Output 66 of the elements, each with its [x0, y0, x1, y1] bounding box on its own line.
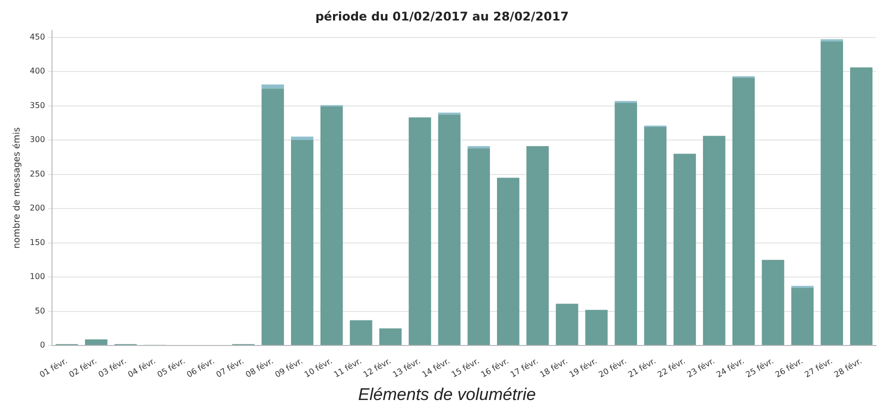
x-tick-label: 06 févr. — [185, 356, 216, 380]
bar — [350, 320, 372, 346]
x-tick-label: 16 févr. — [479, 356, 510, 380]
bar — [320, 106, 343, 346]
x-tick-label: 21 févr. — [626, 356, 658, 380]
x-tick-label: 18 févr. — [538, 356, 570, 380]
y-tick-label: 250 — [30, 169, 46, 178]
x-tick-label: 14 févr. — [420, 356, 452, 380]
x-tick-label: 23 févr. — [685, 356, 716, 380]
x-tick-label: 05 févr. — [156, 356, 187, 380]
text: Eléments de volumétrie — [357, 385, 537, 405]
y-axis-title: nombre de messages émis — [12, 127, 23, 249]
bar — [408, 117, 432, 346]
bar — [291, 140, 314, 346]
bar — [674, 154, 696, 346]
x-tick-label: 04 févr. — [126, 356, 158, 380]
bar — [379, 328, 402, 346]
x-tick-label: 11 févr. — [332, 356, 364, 380]
bar — [702, 136, 726, 346]
x-tick-label: 22 févr. — [656, 356, 687, 380]
x-tick-label: 15 févr. — [450, 356, 481, 380]
y-tick-label: 350 — [30, 100, 46, 110]
x-tick-label: 07 févr. — [214, 356, 246, 380]
y-tick-label: 100 — [30, 272, 46, 282]
x-tick-label: 01 févr. — [38, 356, 69, 380]
bar — [526, 146, 549, 346]
bar — [791, 288, 814, 346]
x-tick-label: 03 févr. — [96, 356, 128, 380]
x-tick-label: 08 févr. — [244, 356, 275, 380]
x-tick-label: 09 févr. — [273, 356, 304, 380]
y-tick-label: 450 — [30, 32, 46, 42]
bar — [262, 88, 284, 346]
x-tick-label: 17 févr. — [508, 356, 540, 380]
bar — [262, 84, 284, 89]
x-tick-label: 26 févr. — [774, 356, 804, 380]
chart-title: période du 01/02/2017 au 28/02/2017 — [315, 9, 569, 24]
bar — [291, 136, 314, 140]
bar — [762, 260, 784, 346]
bar — [438, 114, 461, 346]
y-tick-label: 200 — [30, 204, 46, 213]
x-tick-label: 10 févr. — [302, 356, 334, 380]
bar — [468, 148, 490, 346]
x-tick-label: 02 févr. — [68, 356, 98, 380]
bar — [556, 304, 578, 346]
bar — [614, 100, 638, 104]
x-tick-label: 12 févr. — [362, 356, 393, 380]
bar — [614, 103, 638, 346]
x-tick-label: 25 févr. — [744, 356, 776, 380]
bar — [820, 41, 844, 346]
x-tick-label: 28 févr. — [832, 356, 864, 380]
y-tick-label: 300 — [30, 135, 46, 144]
x-tick-label: 13 févr. — [391, 356, 422, 380]
bar — [644, 126, 666, 346]
bar — [496, 178, 520, 346]
bar — [85, 339, 108, 346]
bar — [585, 310, 608, 346]
y-tick-label: 50 — [34, 306, 46, 316]
x-tick-label: 27 févr. — [803, 356, 834, 380]
x-tick-label: 20 févr. — [597, 356, 628, 380]
x-tick-label: 19 févr. — [568, 356, 598, 380]
y-tick-label: 0 — [40, 340, 46, 350]
y-tick-label: 400 — [30, 66, 46, 76]
bar — [732, 78, 755, 346]
y-tick-label: 150 — [30, 238, 46, 247]
x-tick-label: 24 févr. — [714, 356, 746, 380]
bar — [850, 67, 872, 346]
